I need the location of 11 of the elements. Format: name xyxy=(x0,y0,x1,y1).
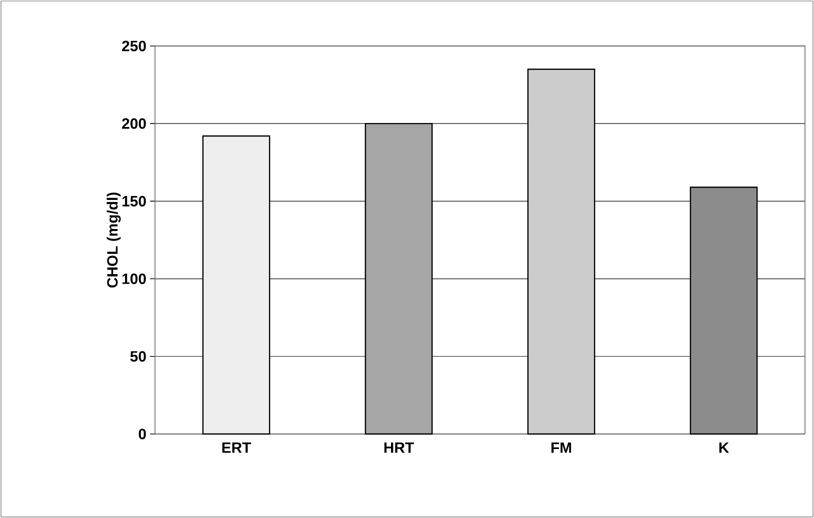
y-tick-label: 200 xyxy=(122,118,146,129)
y-tick-label: 100 xyxy=(122,273,146,284)
y-tick-label: 0 xyxy=(138,428,146,440)
x-tick-label: K xyxy=(719,442,730,453)
y-tick-label: 250 xyxy=(122,40,146,52)
y-tick-label: 50 xyxy=(130,351,146,362)
x-tick-label: ERT xyxy=(222,442,252,453)
x-tick-label: HRT xyxy=(384,442,414,453)
x-tick-label: FM xyxy=(551,442,572,453)
y-tick-label: 150 xyxy=(122,196,146,206)
y-axis-title: CHOL (mg/dl) xyxy=(106,192,121,288)
